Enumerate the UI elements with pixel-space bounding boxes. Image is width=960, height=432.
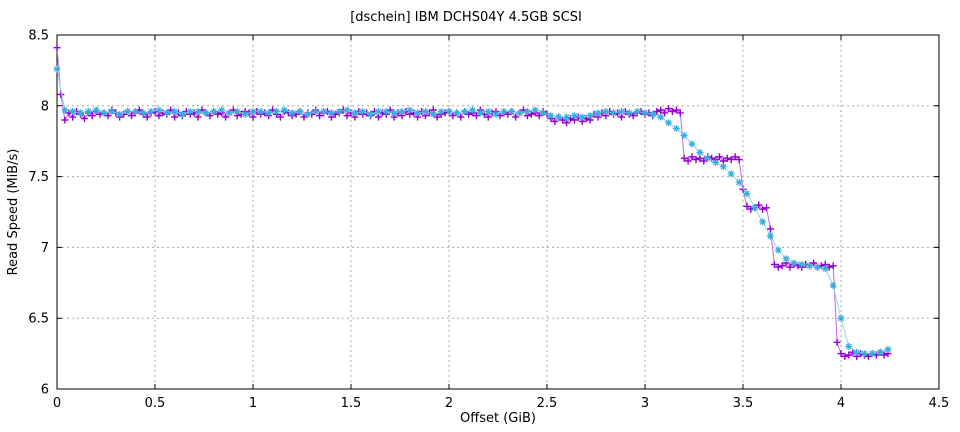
x-tick-label: 4 [837, 396, 845, 411]
y-tick-label: 8 [41, 99, 49, 114]
x-tick-label: 3.5 [733, 396, 754, 411]
x-axis-label: Offset (GiB) [460, 411, 536, 426]
y-tick-label: 6.5 [28, 312, 49, 327]
x-tick-label: 2.5 [537, 396, 558, 411]
x-tick-label: 1.5 [341, 396, 362, 411]
x-tick-label: 0 [53, 396, 61, 411]
y-tick-label: 7 [41, 241, 49, 256]
series-markers-smoothed-read-speed [53, 65, 892, 358]
y-axis-label: Read Speed (MiB/s) [6, 149, 21, 276]
plot-border [56, 34, 940, 390]
y-tick-label: 6 [41, 383, 49, 398]
x-tick-label: 0.5 [145, 396, 166, 411]
axis-ticks [56, 34, 940, 390]
y-tick-label: 8.5 [28, 29, 49, 44]
series-markers-raw-read-speed [53, 44, 892, 360]
gridlines [56, 34, 940, 390]
x-tick-label: 1 [249, 396, 257, 411]
x-tick-label: 3 [641, 396, 649, 411]
series-line-raw-read-speed [56, 47, 889, 358]
chart-title: [dschein] IBM DCHS04Y 4.5GB SCSI [350, 10, 582, 25]
y-tick-label: 7.5 [28, 170, 49, 185]
x-tick-label: 2 [445, 396, 453, 411]
x-tick-label: 4.5 [929, 396, 950, 411]
